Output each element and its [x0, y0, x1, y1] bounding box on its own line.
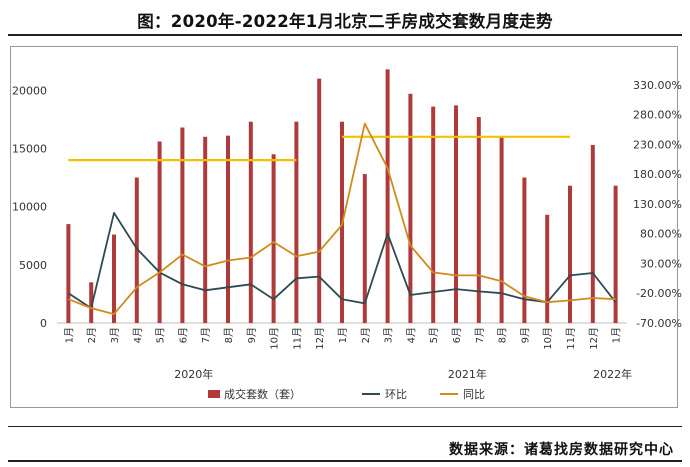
- x-tick-label: 12月: [314, 327, 326, 350]
- bar-volume: [568, 185, 572, 323]
- y-right-tick-label: 330.00%: [633, 79, 682, 92]
- bar-volume: [248, 121, 253, 323]
- x-tick-label: 8月: [223, 327, 235, 343]
- y-left-tick-label: 10000: [12, 201, 47, 214]
- x-tick-label: 4月: [132, 327, 144, 343]
- year-label: 2022年: [593, 367, 632, 381]
- y-right-tick-label: 280.00%: [633, 109, 682, 122]
- legend-label-mom: 环比: [385, 388, 407, 401]
- bar-volume: [294, 121, 299, 323]
- bar-volume: [590, 144, 595, 323]
- y-right-tick-label: 130.00%: [633, 198, 682, 211]
- y-left-tick-label: 15000: [12, 142, 47, 155]
- year-label: 2020年: [174, 367, 213, 381]
- x-tick-label: 12月: [588, 327, 600, 350]
- bar-volume: [362, 174, 367, 323]
- bar-volume: [476, 117, 481, 323]
- bar-volume: [454, 105, 458, 324]
- x-tick-label: 3月: [383, 327, 395, 343]
- x-tick-label: 1月: [337, 327, 349, 343]
- bar-volume: [66, 224, 71, 323]
- y-right-tick-label: 30.00%: [640, 257, 682, 270]
- title-rule: [8, 34, 682, 36]
- plot-border: [10, 46, 678, 408]
- bar-volume: [226, 135, 230, 323]
- source-note: 数据来源：诸葛找房数据研究中心: [449, 442, 674, 458]
- footer-rule: [8, 426, 682, 427]
- x-tick-label: 1月: [63, 327, 75, 343]
- bar-volume: [157, 141, 162, 323]
- bar-volume: [180, 127, 185, 323]
- x-tick-label: 11月: [565, 327, 577, 350]
- x-tick-label: 1月: [611, 327, 623, 343]
- y-right-tick-label: -20.00%: [636, 287, 682, 300]
- y-left-tick-label: 20000: [12, 84, 47, 97]
- bar-volume: [134, 177, 139, 323]
- x-tick-label: 9月: [246, 327, 258, 343]
- bar-volume: [522, 177, 527, 323]
- x-tick-label: 7月: [200, 327, 212, 343]
- bar-volume: [545, 214, 550, 323]
- y-right-tick-label: 230.00%: [633, 138, 682, 151]
- x-tick-label: 6月: [451, 327, 463, 343]
- y-right-tick-label: 80.00%: [640, 228, 682, 241]
- y-left-tick-label: 0: [40, 317, 47, 330]
- bar-volume: [203, 136, 208, 323]
- x-tick-label: 2月: [86, 327, 98, 343]
- bar-volume: [89, 282, 94, 323]
- line-yoy: [68, 122, 616, 316]
- x-tick-label: 2月: [360, 327, 372, 343]
- legend-label-volume: 成交套数（套）: [224, 387, 301, 401]
- x-tick-label: 4月: [405, 327, 417, 343]
- bar-volume: [408, 93, 413, 323]
- bar-volume: [499, 136, 504, 323]
- x-tick-label: 11月: [291, 327, 303, 350]
- bar-volume: [431, 106, 436, 324]
- bar-volume: [385, 69, 390, 323]
- year-label: 2021年: [448, 367, 487, 381]
- y-right-tick-label: 180.00%: [633, 168, 682, 181]
- x-tick-label: 5月: [155, 327, 167, 343]
- bar-volume: [112, 234, 116, 323]
- legend-label-yoy: 同比: [463, 388, 485, 401]
- bar-volume: [317, 78, 322, 324]
- y-left-tick-label: 5000: [19, 259, 47, 272]
- bar-volume: [613, 185, 618, 323]
- x-tick-label: 5月: [428, 327, 440, 343]
- x-tick-label: 3月: [109, 327, 121, 343]
- x-tick-label: 9月: [519, 327, 531, 343]
- x-tick-label: 7月: [474, 327, 486, 343]
- chart-title: 图：2020年-2022年1月北京二手房成交套数月度走势: [137, 12, 553, 31]
- x-tick-label: 8月: [497, 327, 509, 343]
- bottom-rule: [8, 460, 682, 462]
- x-tick-label: 10月: [542, 327, 554, 350]
- x-tick-label: 6月: [177, 327, 189, 343]
- y-right-tick-label: -70.00%: [636, 317, 682, 330]
- bar-volume: [271, 154, 276, 323]
- x-tick-label: 10月: [269, 327, 281, 350]
- legend-swatch-volume: [208, 390, 220, 398]
